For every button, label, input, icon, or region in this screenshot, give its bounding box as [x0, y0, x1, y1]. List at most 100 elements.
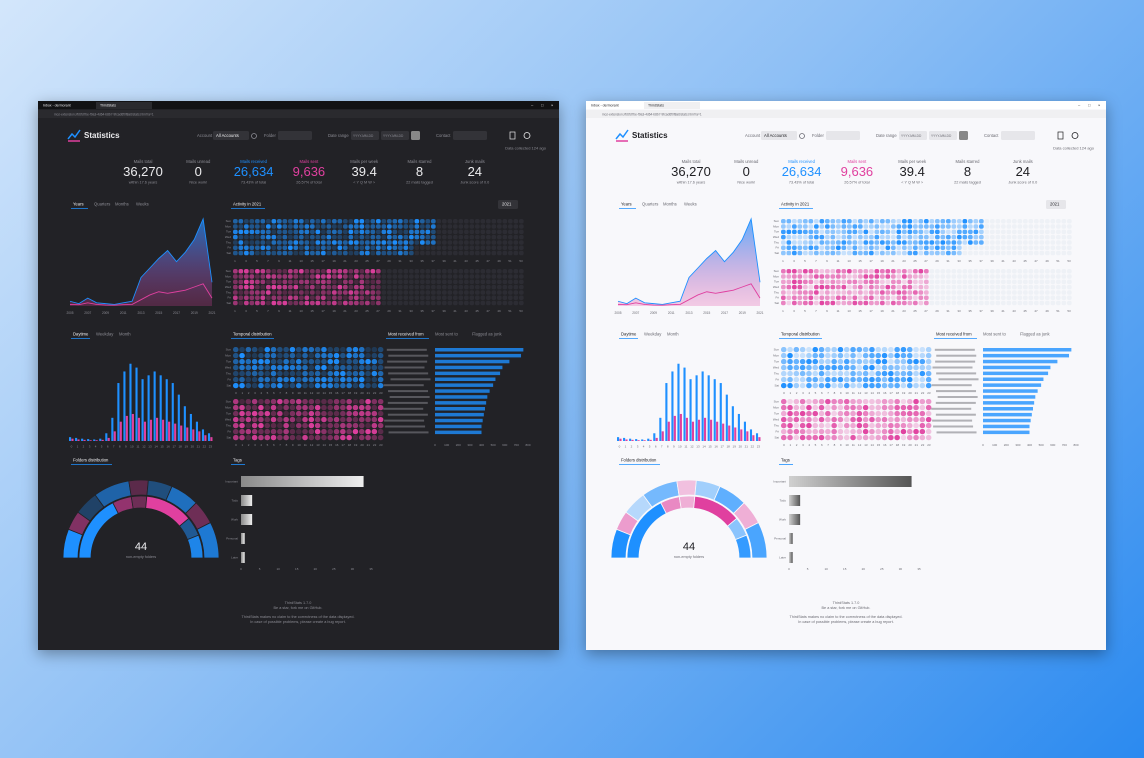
apply-button[interactable]	[959, 131, 968, 140]
year-select[interactable]	[1046, 200, 1066, 209]
heat-cell	[1067, 269, 1072, 274]
heat-cell	[348, 295, 354, 300]
date-to[interactable]	[381, 131, 409, 140]
tab[interactable]: Quarters	[94, 202, 110, 207]
heat-cell	[442, 240, 447, 245]
heat-cell	[277, 359, 283, 365]
heat-cell	[337, 234, 343, 240]
heat-cell	[836, 234, 841, 240]
heat-cell	[925, 435, 932, 441]
tab[interactable]: Quarters	[642, 202, 658, 207]
date-to[interactable]	[929, 131, 957, 140]
label: Folder	[264, 133, 276, 138]
heat-cell	[392, 300, 398, 306]
heat-cell	[787, 359, 793, 365]
refresh-button[interactable]	[251, 133, 257, 139]
kpi-value: 0	[743, 164, 750, 179]
tab[interactable]: Weeks	[136, 202, 149, 207]
contact-input[interactable]	[1001, 131, 1035, 140]
apply-button[interactable]	[411, 131, 420, 140]
contact-name-blurred	[932, 366, 973, 369]
day-label: Thu	[226, 423, 232, 427]
bar	[241, 476, 364, 487]
heat-cell	[464, 300, 469, 306]
heat-cell	[359, 300, 365, 306]
heat-cell	[1028, 250, 1034, 256]
heat-cell	[398, 290, 403, 295]
heat-cell	[797, 234, 803, 240]
x-tick-label: 200	[1004, 443, 1009, 447]
heat-cell	[847, 224, 852, 229]
bar	[77, 439, 80, 441]
heat-cell	[880, 295, 885, 300]
tab[interactable]: Weekday	[644, 332, 662, 337]
tab[interactable]: Month	[667, 332, 679, 337]
export-button[interactable]	[509, 131, 516, 140]
heat-cell	[310, 274, 315, 279]
heat-cell	[238, 300, 244, 306]
day-label: Mon	[225, 353, 231, 357]
heat-cell	[239, 435, 245, 441]
refresh-button[interactable]	[799, 133, 805, 139]
heat-cell	[343, 269, 348, 274]
date-from[interactable]	[351, 131, 379, 140]
heat-cell	[486, 269, 491, 274]
x-tick-label: 22	[373, 391, 377, 395]
contact-input[interactable]	[453, 131, 487, 140]
folder-select[interactable]	[278, 131, 312, 140]
tab: Activity in 2021	[233, 202, 262, 207]
tab[interactable]: Months	[115, 202, 129, 207]
account-select[interactable]	[213, 131, 249, 140]
settings-button[interactable]	[523, 132, 531, 139]
heat-cell	[1061, 229, 1067, 235]
export-button[interactable]	[1057, 131, 1064, 140]
heat-cell	[431, 250, 436, 256]
heat-cell	[968, 284, 973, 290]
tab[interactable]: Years	[621, 202, 632, 207]
kpi-sub: Nice work!	[737, 181, 755, 185]
heat-cell	[283, 411, 289, 417]
heat-cell	[869, 359, 875, 365]
tab[interactable]: Flagged as junk	[1020, 332, 1050, 337]
heat-cell	[233, 219, 238, 224]
tag-label: Work	[779, 517, 786, 521]
heat-cell	[486, 234, 491, 240]
heat-cell	[359, 229, 365, 235]
heat-cell	[787, 399, 793, 405]
folder-count: 44	[683, 541, 695, 553]
tab[interactable]: Daytime	[621, 332, 637, 337]
x-tick-label: 19	[332, 259, 336, 263]
tab[interactable]: Month	[119, 332, 131, 337]
heat-cell	[409, 250, 414, 256]
heat-cell	[239, 405, 245, 411]
tab[interactable]: Most received from	[388, 332, 424, 337]
heat-cell	[924, 290, 929, 295]
heat-cell	[238, 279, 244, 285]
bar	[983, 430, 1030, 435]
heat-cell	[894, 429, 900, 435]
year-select[interactable]	[498, 200, 518, 209]
folder-select[interactable]	[826, 131, 860, 140]
heat-cell	[392, 240, 398, 245]
tab[interactable]: Most received from	[936, 332, 972, 337]
tab[interactable]: Most sent to	[435, 332, 458, 337]
tab[interactable]: Weeks	[684, 202, 697, 207]
heat-cell	[907, 435, 913, 441]
heat-cell	[480, 295, 486, 300]
heat-cell	[1067, 234, 1072, 240]
bar	[201, 429, 205, 441]
tab[interactable]: Months	[663, 202, 677, 207]
tab[interactable]: Daytime	[73, 332, 89, 337]
contact-name-blurred	[931, 384, 972, 387]
tab[interactable]: Weekday	[96, 332, 114, 337]
account-select[interactable]	[761, 131, 797, 140]
heat-cell	[251, 435, 258, 441]
heat-cell	[856, 429, 863, 435]
tab[interactable]: Flagged as junk	[472, 332, 502, 337]
settings-button[interactable]	[1071, 132, 1079, 139]
heat-cell	[935, 290, 940, 295]
tab[interactable]: Most sent to	[983, 332, 1006, 337]
tab[interactable]: Years	[73, 202, 84, 207]
date-from[interactable]	[899, 131, 927, 140]
x-tick-label: 5	[267, 391, 269, 395]
